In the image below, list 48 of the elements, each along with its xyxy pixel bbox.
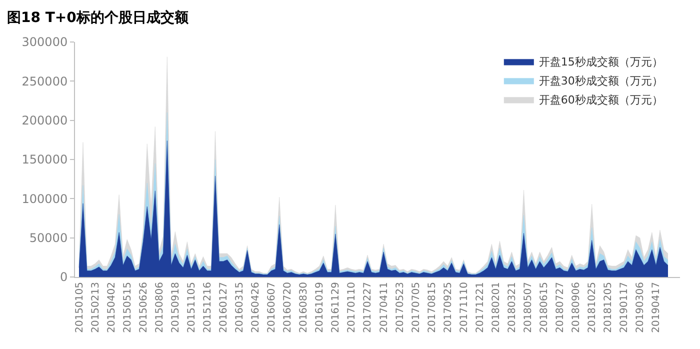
y-tick-label: 300000 bbox=[22, 35, 68, 50]
x-tick-label: 20180906 bbox=[571, 282, 582, 333]
x-tick-label: 20150402 bbox=[106, 282, 118, 333]
y-tick-label: 200000 bbox=[22, 114, 68, 128]
x-tick-label: 20150515 bbox=[122, 282, 134, 333]
x-tick-label: 20160720 bbox=[282, 282, 294, 333]
x-tick-label: 20170815 bbox=[426, 282, 438, 333]
x-tick-label: 20180615 bbox=[539, 282, 550, 333]
y-tick-label: 100000 bbox=[22, 192, 68, 206]
x-tick-label: 20171110 bbox=[458, 282, 470, 333]
x-tick-label: 20181025 bbox=[587, 282, 598, 333]
x-tick-label: 20180201 bbox=[490, 282, 502, 333]
x-tick-label: 20161019 bbox=[314, 282, 326, 333]
x-tick-label: 20180507 bbox=[523, 282, 534, 333]
x-tick-label: 20170925 bbox=[442, 282, 454, 333]
x-tick-label: 20171221 bbox=[474, 282, 486, 333]
y-tick-label: 250000 bbox=[22, 74, 68, 88]
legend-label: 开盘30秒成交额（万元） bbox=[538, 74, 663, 88]
x-tick-label: 20151216 bbox=[202, 282, 214, 333]
x-tick-label: 20150105 bbox=[74, 282, 86, 333]
x-tick-label: 20150918 bbox=[170, 282, 182, 333]
x-tick-label: 20170227 bbox=[362, 282, 374, 333]
y-tick-label: 150000 bbox=[22, 152, 68, 167]
x-tick-label: 20150806 bbox=[154, 282, 166, 333]
x-tick-label: 20181205 bbox=[603, 282, 614, 333]
y-tick-label: 0 bbox=[60, 270, 68, 284]
x-tick-label: 20160830 bbox=[298, 282, 310, 333]
x-tick-label: 20160127 bbox=[218, 282, 230, 333]
x-tick-label: 20151105 bbox=[186, 282, 198, 333]
x-tick-label: 20150626 bbox=[138, 282, 150, 333]
x-tick-label: 20160315 bbox=[234, 282, 246, 333]
x-tick-label: 20170110 bbox=[346, 282, 358, 333]
x-tick-label: 20190417 bbox=[651, 282, 662, 333]
legend-label: 开盘60秒成交额（万元） bbox=[538, 93, 663, 106]
y-tick-label: 50000 bbox=[29, 231, 68, 246]
x-tick-label: 20160426 bbox=[250, 282, 262, 333]
chart-title: 图18 T+0标的个股日成交额 bbox=[7, 9, 190, 26]
x-tick-label: 20161129 bbox=[330, 282, 342, 333]
x-tick-label: 20170705 bbox=[410, 282, 422, 333]
x-tick-label: 20190117 bbox=[619, 282, 630, 333]
x-tick-label: 20170411 bbox=[378, 282, 390, 333]
x-tick-label: 20190306 bbox=[635, 282, 646, 333]
x-tick-label: 20180321 bbox=[506, 282, 518, 333]
legend-label: 开盘15秒成交额（万元） bbox=[538, 55, 663, 68]
x-tick-label: 20170523 bbox=[394, 282, 406, 333]
x-tick-label: 20150213 bbox=[90, 282, 102, 333]
x-tick-label: 20180727 bbox=[555, 282, 566, 333]
x-tick-label: 20160607 bbox=[266, 282, 278, 333]
